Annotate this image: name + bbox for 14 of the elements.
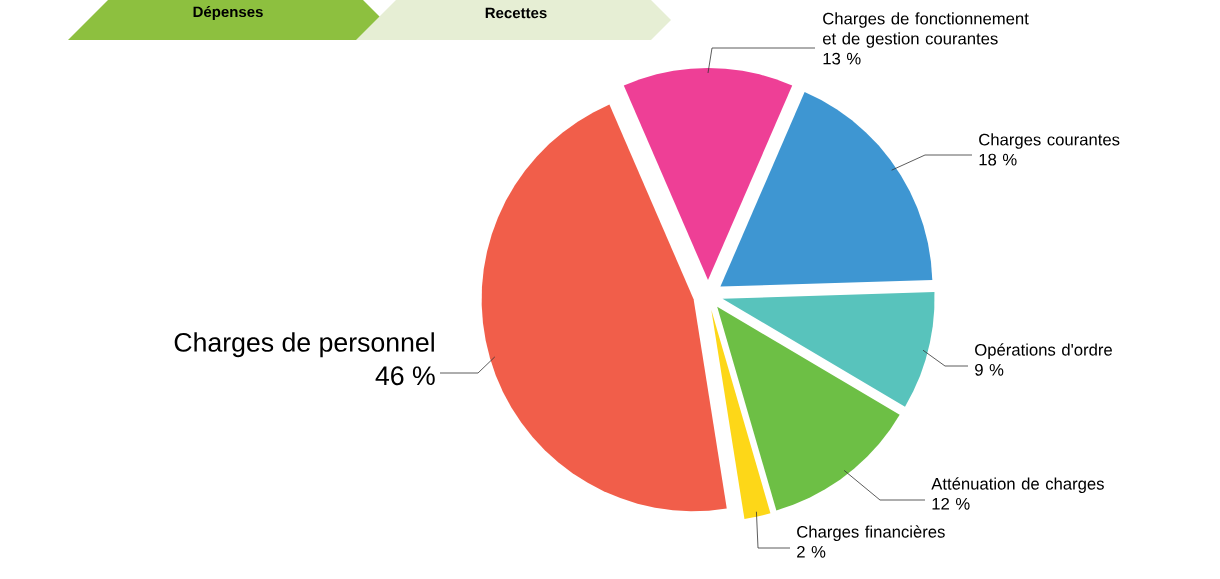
slice-label: Charges financières [797,525,945,541]
slice-label: Opérations d'ordre [975,343,1112,359]
slice-label: Charges courantes [979,133,1120,149]
slice-label: Atténuation de charges [931,477,1104,493]
data-label: 2 % [797,545,826,558]
data-label: 46 % [375,366,435,386]
text: Dépenses [193,5,263,21]
slice-label: Charges de fonctionnement et de gestion courantes [822,12,1029,48]
slice-label: Charges de personnel [174,332,434,358]
data-label: 9 % [975,363,1004,376]
data-label: 12 % [932,497,970,510]
data-label: 13 % [823,52,861,65]
text: Recettes [485,7,547,19]
data-label: 18 % [979,153,1017,166]
